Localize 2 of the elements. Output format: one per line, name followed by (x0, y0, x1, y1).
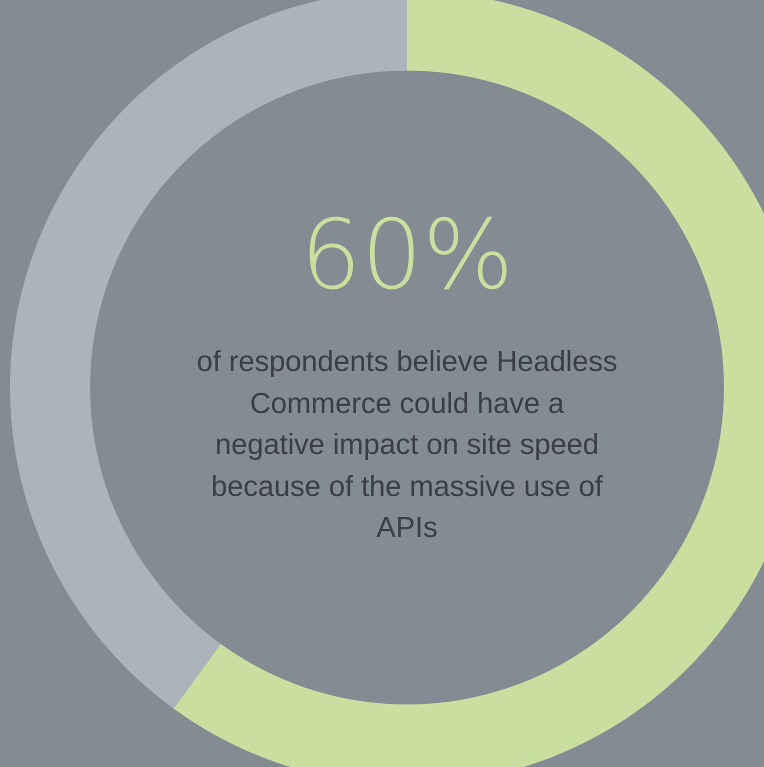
text: 60% (299, 199, 515, 311)
text: of respondents believe Headless Commerce could have a negative impact on site speed because of the massive use of APIs (196, 345, 618, 546)
